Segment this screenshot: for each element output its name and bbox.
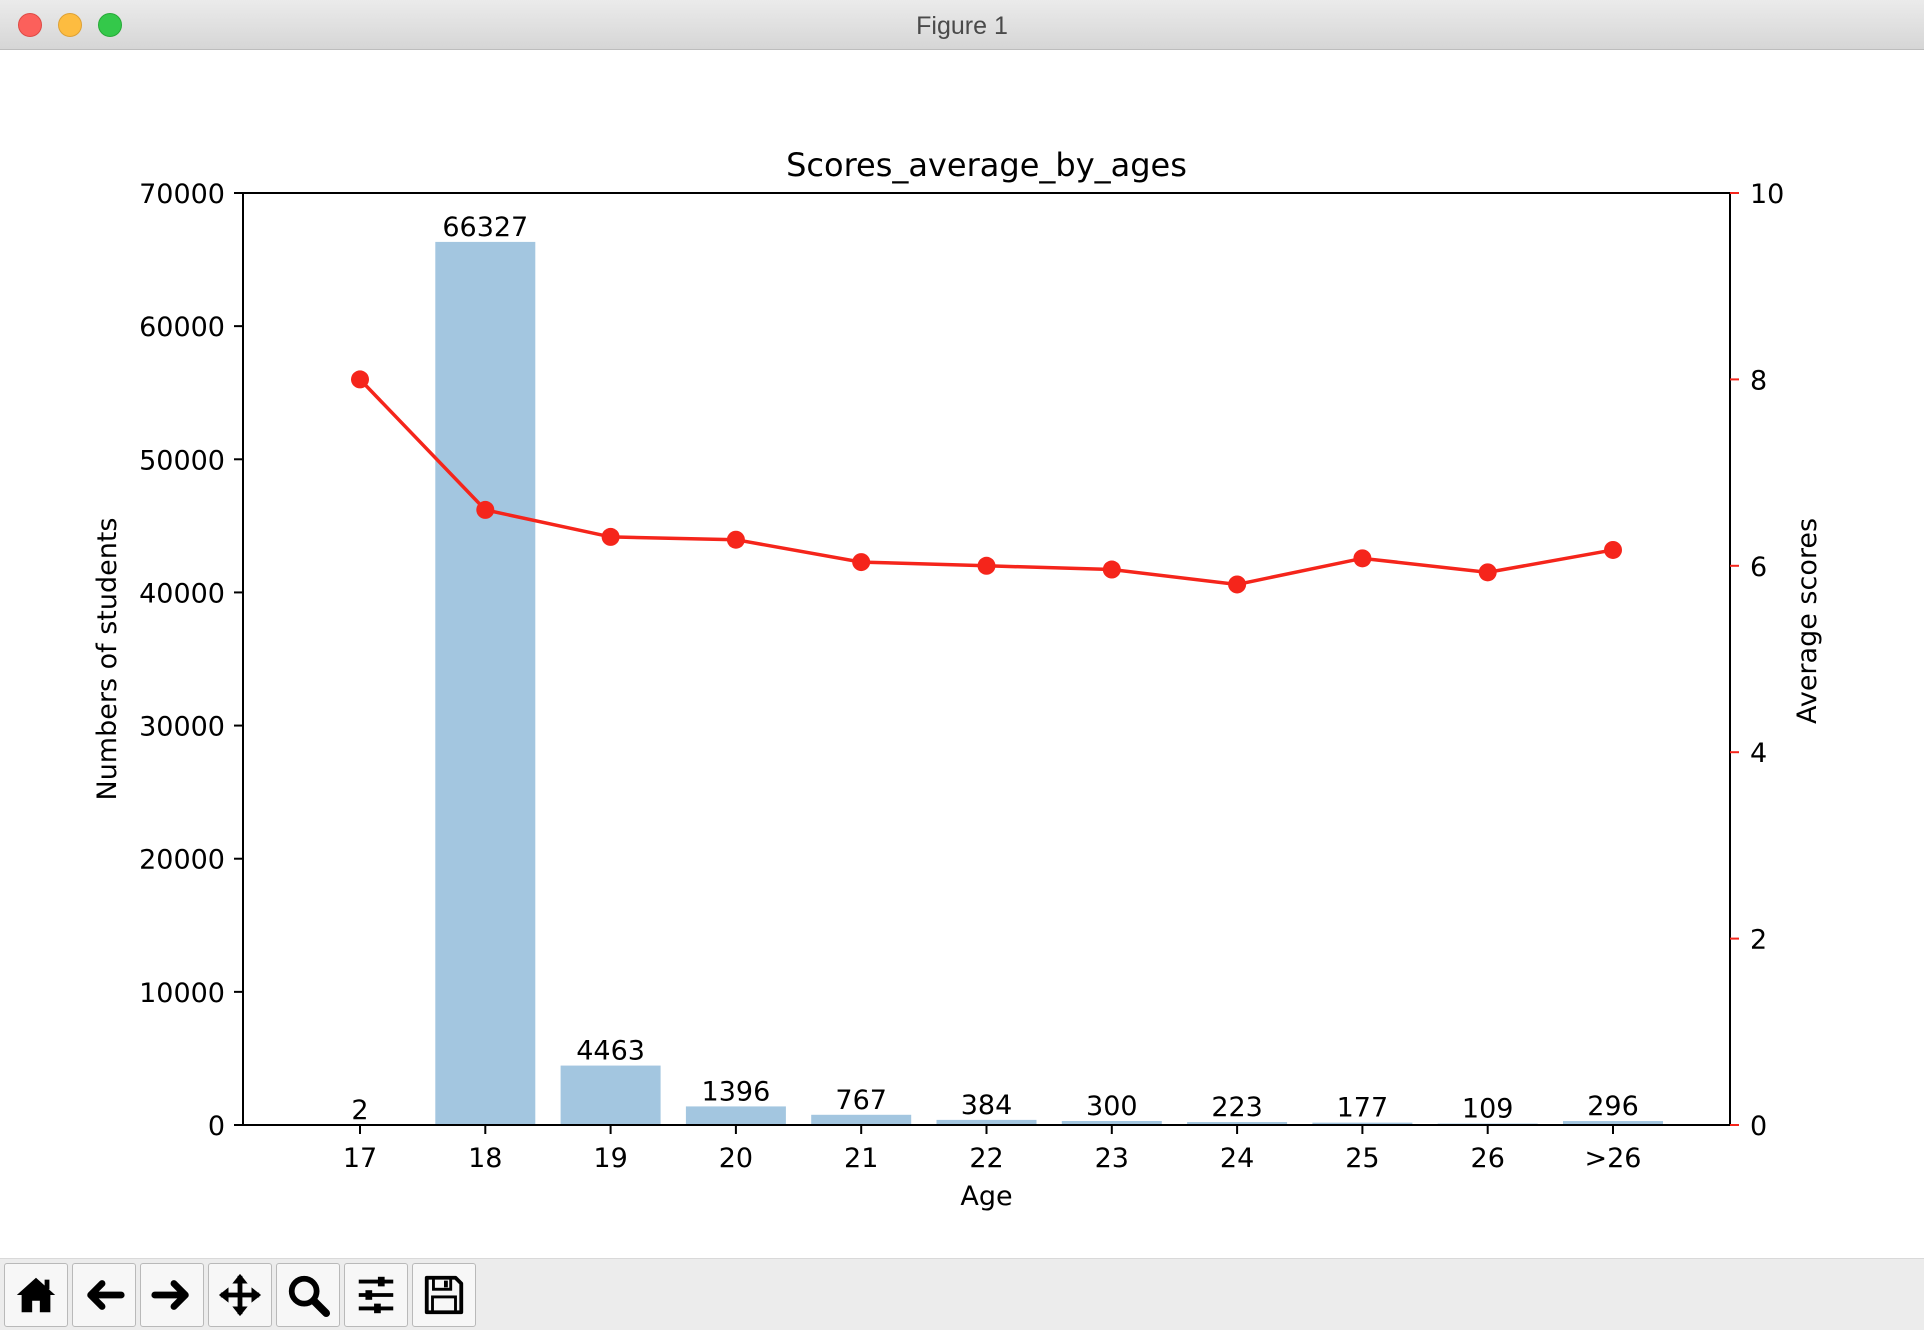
y2-tick-label: 8 (1750, 365, 1767, 396)
y-tick-label: 60000 (139, 312, 225, 343)
bar-value-label: 4463 (576, 1036, 645, 1067)
y2-tick-label: 0 (1750, 1111, 1767, 1142)
window-title: Figure 1 (916, 12, 1008, 40)
pan-button[interactable] (208, 1263, 272, 1327)
configure-subplots-button[interactable] (344, 1263, 408, 1327)
x-tick-label: >26 (1585, 1143, 1642, 1174)
x-tick-label: 24 (1220, 1143, 1254, 1174)
score-line (358, 378, 1614, 587)
x-tick-label: 26 (1471, 1143, 1505, 1174)
x-tick-label: 21 (844, 1143, 878, 1174)
bar-value-label: 296 (1587, 1091, 1639, 1122)
floppy-disk-icon (424, 1275, 464, 1315)
y-tick-label: 20000 (139, 845, 225, 876)
score-point (351, 370, 369, 389)
y-tick-label: 50000 (139, 445, 225, 476)
y2-axis-label: Average scores (1792, 518, 1823, 724)
score-point (1353, 549, 1372, 568)
save-button[interactable] (412, 1263, 476, 1327)
bar-value-label: 300 (1086, 1091, 1138, 1122)
chart-title: Scores_average_by_ages (786, 146, 1187, 184)
back-button[interactable] (72, 1263, 136, 1327)
y2-tick-label: 10 (1750, 179, 1784, 210)
y-tick-label: 0 (208, 1111, 225, 1142)
score-point (726, 530, 745, 549)
x-tick-label: 19 (593, 1143, 627, 1174)
y-axis-label: Numbers of students (92, 518, 123, 801)
x-tick-label: 20 (719, 1143, 753, 1174)
bar (811, 1114, 912, 1125)
bar-value-label: 384 (961, 1090, 1013, 1121)
score-point (977, 556, 996, 575)
x-tick-label: 22 (969, 1143, 1003, 1174)
bar (936, 1119, 1037, 1125)
y2-tick-label: 2 (1750, 925, 1767, 956)
score-point (1102, 560, 1121, 579)
score-point (1478, 563, 1497, 582)
bar-value-label: 223 (1211, 1092, 1263, 1123)
x-tick-label: 25 (1345, 1143, 1379, 1174)
bar (685, 1106, 786, 1125)
bar (1312, 1122, 1413, 1125)
close-window-button[interactable] (18, 13, 42, 37)
bar-value-label: 177 (1337, 1093, 1389, 1124)
score-line-layer (351, 370, 1622, 594)
title-bar[interactable]: Figure 1 (0, 0, 1924, 50)
score-point (601, 527, 620, 546)
bar-value-label: 66327 (442, 212, 528, 243)
move-icon (218, 1273, 262, 1317)
bar (1187, 1122, 1288, 1125)
bar (435, 241, 536, 1125)
score-point (852, 553, 871, 572)
bars-layer (310, 241, 1663, 1126)
score-point (1604, 540, 1622, 559)
x-tick-label: 18 (468, 1143, 502, 1174)
bar (1563, 1121, 1663, 1125)
y-tick-label: 40000 (139, 578, 225, 609)
bar-value-label: 1396 (702, 1076, 771, 1107)
maximize-window-button[interactable] (98, 13, 122, 37)
y-tick-label: 10000 (139, 978, 225, 1009)
axes-frame (234, 192, 1739, 1134)
minimize-window-button[interactable] (58, 13, 82, 37)
magnifier-icon (288, 1275, 331, 1318)
y2-tick-label: 4 (1750, 738, 1767, 769)
bar-value-label: 767 (835, 1085, 887, 1116)
navigation-toolbar (0, 1258, 1924, 1330)
bar-value-label: 109 (1462, 1094, 1514, 1125)
y2-tick-label: 6 (1750, 552, 1767, 583)
arrow-left-icon (87, 1280, 125, 1310)
bar (560, 1065, 661, 1125)
figure-canvas[interactable]: 2 66327 4463 1396 767 384 300 223 177 109 296 0 1000… (0, 50, 1924, 1258)
zoom-button[interactable] (276, 1263, 340, 1327)
bar-value-label: 2 (351, 1095, 368, 1126)
sliders-icon (358, 1276, 394, 1314)
forward-button[interactable] (140, 1263, 204, 1327)
arrow-right-icon (151, 1280, 189, 1310)
score-point (1228, 575, 1247, 594)
y-tick-label: 30000 (139, 712, 225, 743)
x-tick-label: 17 (343, 1143, 377, 1174)
y-tick-label: 70000 (139, 179, 225, 210)
home-icon (16, 1277, 56, 1313)
home-button[interactable] (4, 1263, 68, 1327)
x-axis-label: Age (960, 1181, 1012, 1212)
score-point (476, 500, 495, 519)
bar (1061, 1121, 1162, 1125)
x-tick-label: 23 (1095, 1143, 1129, 1174)
